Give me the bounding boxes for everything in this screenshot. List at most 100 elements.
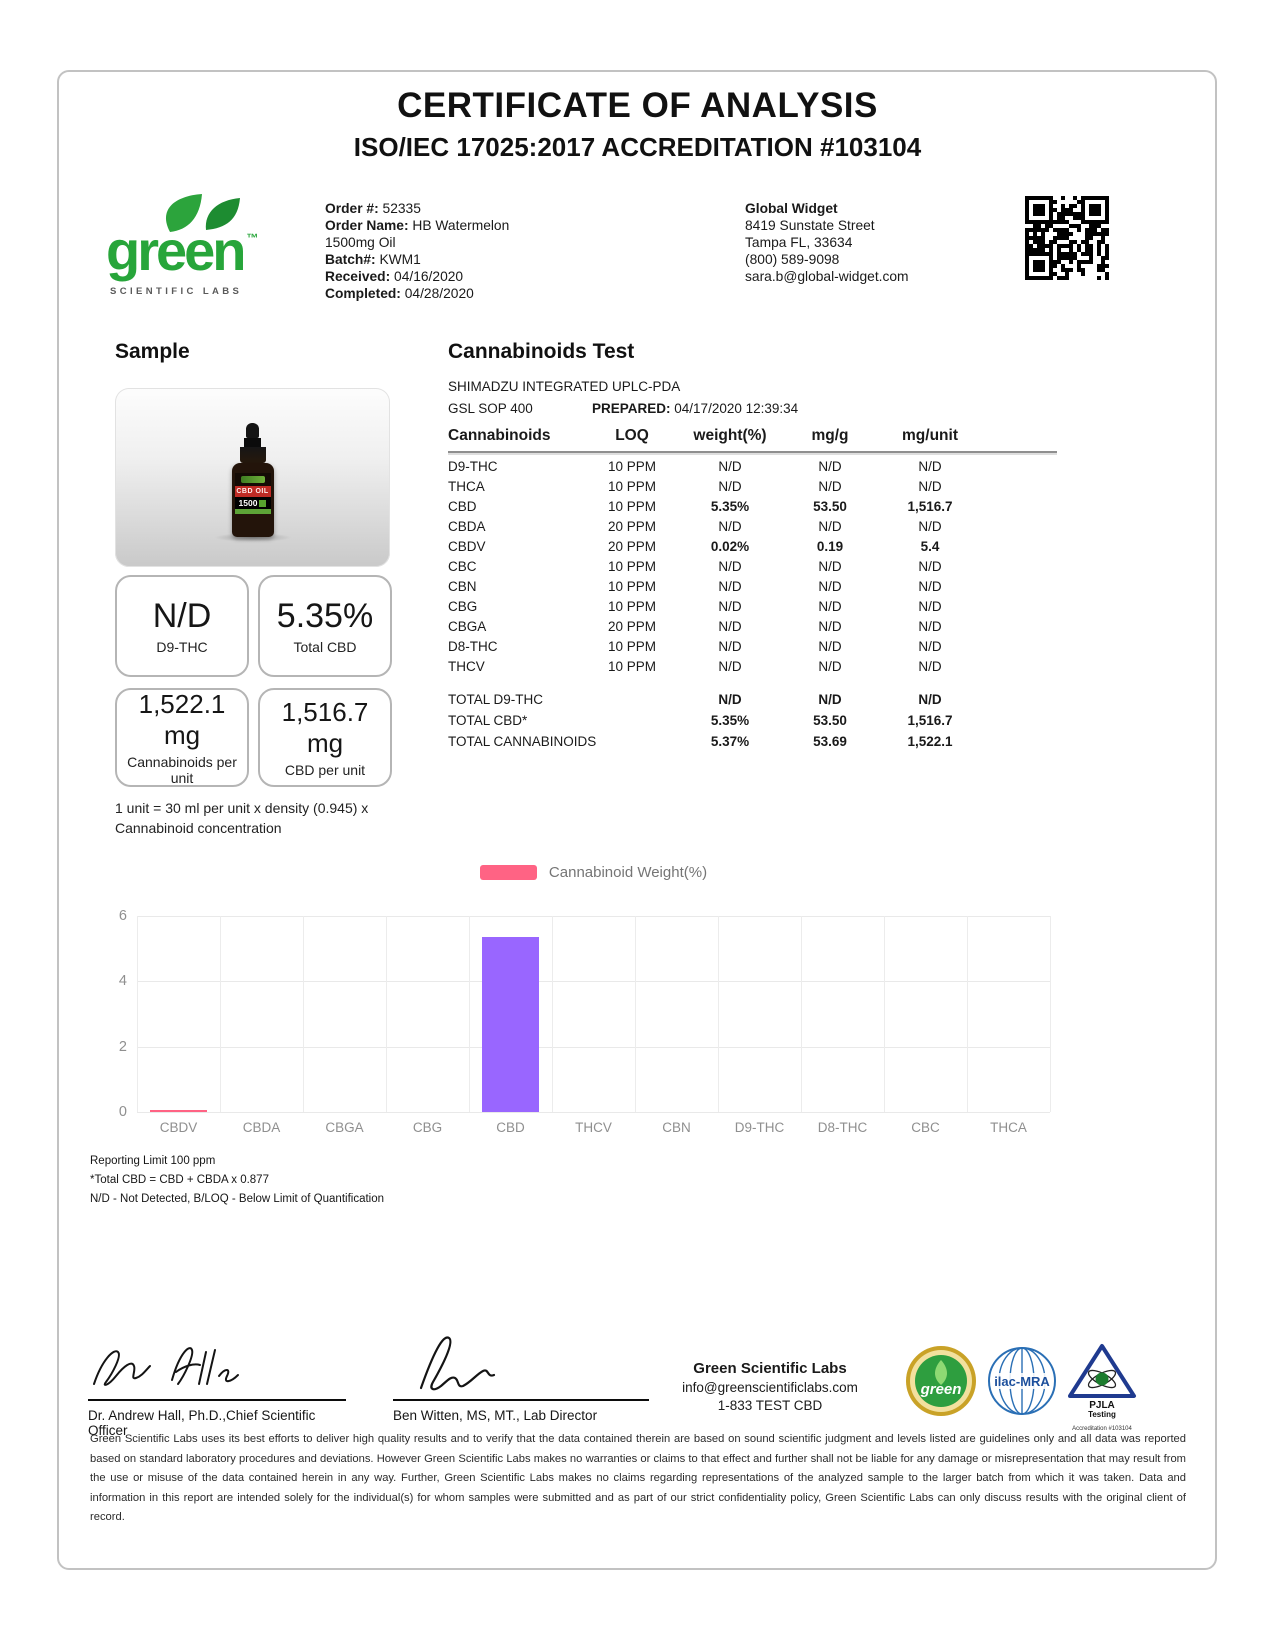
- qr-module: [1057, 220, 1061, 224]
- client-address-2: Tampa FL, 33634: [745, 235, 853, 250]
- gridline-horizontal: [137, 1046, 1050, 1048]
- qr-module: [1081, 252, 1085, 256]
- cell-mg-g: N/D: [818, 479, 842, 494]
- qr-module: [1089, 248, 1093, 252]
- y-axis-tick-label: 6: [118, 908, 127, 924]
- qr-module: [1029, 196, 1033, 200]
- qr-module: [1073, 252, 1077, 256]
- stat-value: 1,516.7 mg: [281, 697, 369, 758]
- qr-module: [1061, 232, 1065, 236]
- qr-module: [1081, 200, 1085, 204]
- qr-module: [1105, 208, 1109, 212]
- x-axis-label: D9-THC: [734, 1120, 785, 1135]
- cell-mg-unit: N/D: [918, 579, 942, 594]
- qr-module: [1049, 244, 1053, 248]
- qr-module: [1057, 256, 1061, 260]
- cell-mg-unit: 5.4: [920, 539, 940, 554]
- qr-module: [1041, 228, 1045, 232]
- bar-cbd: [482, 937, 539, 1112]
- cell-analyte: CBGA: [448, 619, 487, 634]
- cell-analyte: TOTAL CBD*: [448, 713, 528, 728]
- x-axis-label: THCA: [990, 1120, 1027, 1135]
- qr-module: [1081, 208, 1085, 212]
- cell-weight: 5.35%: [710, 499, 750, 514]
- order-number-line: Order #: 52335: [325, 200, 520, 217]
- signatory-name: Ben Witten, MS, MT., Lab Director: [393, 1408, 598, 1423]
- qr-module: [1073, 224, 1077, 228]
- qr-module: [1077, 260, 1081, 264]
- qr-module: [1025, 208, 1029, 212]
- pjla-accreditation-text: Accreditation #103104: [1072, 1426, 1132, 1432]
- qr-module: [1041, 264, 1045, 268]
- order-name-line: Order Name: HB Watermelon 1500mg Oil: [325, 217, 520, 251]
- stat-value: N/D: [152, 597, 212, 635]
- qr-module: [1069, 212, 1073, 216]
- cell-analyte: CBG: [448, 599, 478, 614]
- qr-module: [1029, 252, 1033, 256]
- qr-module: [1025, 252, 1029, 256]
- qr-module: [1065, 208, 1069, 212]
- cell-loq: 20 PPM: [607, 519, 657, 534]
- qr-module: [1049, 268, 1053, 272]
- gridline-horizontal: [137, 916, 1050, 917]
- batch-label: Batch#:: [325, 252, 376, 267]
- qr-module: [1037, 240, 1041, 244]
- order-number-label: Order #:: [325, 201, 379, 216]
- stat-label: Cannabinoids per unit: [127, 754, 237, 786]
- qr-module: [1061, 208, 1065, 212]
- qr-module: [1041, 268, 1045, 272]
- qr-module: [1053, 228, 1057, 232]
- qr-module: [1061, 236, 1065, 240]
- client-address-1: 8419 Sunstate Street: [745, 218, 875, 233]
- qr-module: [1045, 244, 1049, 248]
- cell-mg-unit: N/D: [918, 639, 942, 654]
- cell-loq: 10 PPM: [607, 479, 657, 494]
- qr-module: [1077, 228, 1081, 232]
- qr-module: [1097, 244, 1101, 248]
- y-axis-tick-label: 2: [118, 1038, 127, 1055]
- qr-module: [1033, 240, 1037, 244]
- x-axis-label: CBDA: [242, 1120, 281, 1135]
- qr-module: [1085, 236, 1089, 240]
- qr-module: [1045, 276, 1049, 280]
- cell-loq: 10 PPM: [607, 579, 657, 594]
- qr-module: [1101, 240, 1105, 244]
- qr-module: [1037, 220, 1041, 224]
- cell-mg-unit: N/D: [918, 619, 942, 634]
- qr-module: [1053, 220, 1057, 224]
- qr-module: [1061, 216, 1065, 220]
- cell-mg-g: 53.50: [813, 499, 847, 514]
- cell-analyte: CBN: [448, 579, 477, 594]
- logo-trademark: ™: [246, 231, 259, 245]
- x-axis-label: CBC: [911, 1120, 940, 1135]
- table-header: Cannabinoids LOQ weight(%) mg/g mg/unit: [448, 427, 1057, 453]
- gridline-vertical: [386, 916, 387, 1112]
- qr-module: [1033, 224, 1037, 228]
- ilac-mra-badge: ilac-MRA: [986, 1346, 1058, 1421]
- lab-name: Green Scientific Labs: [693, 1360, 847, 1377]
- cell-analyte: CBC: [448, 559, 477, 574]
- qr-module: [1025, 220, 1029, 224]
- page-subtitle: ISO/IEC 17025:2017 ACCREDITATION #103104: [353, 132, 922, 162]
- table-row: CBDA 20 PPM N/D N/D N/D: [448, 517, 1057, 537]
- qr-module: [1097, 268, 1101, 272]
- qr-module: [1101, 260, 1105, 264]
- stat-label: D9-THC: [156, 639, 208, 655]
- qr-module: [1037, 228, 1041, 232]
- qr-module: [1093, 228, 1097, 232]
- qr-module: [1025, 200, 1029, 204]
- qr-module: [1085, 196, 1089, 200]
- stat-card-d9-thc: N/D D9-THC: [115, 575, 249, 677]
- qr-module: [1037, 208, 1041, 212]
- qr-module: [1061, 276, 1065, 280]
- gridline-vertical: [303, 916, 304, 1112]
- completed-label: Completed:: [325, 286, 401, 301]
- cell-loq: [590, 689, 674, 710]
- cell-mg-unit: 1,516.7: [907, 499, 953, 514]
- qr-module: [1041, 240, 1045, 244]
- gridline-vertical: [884, 916, 885, 1112]
- x-axis-label: CBDV: [159, 1120, 198, 1135]
- qr-module: [1033, 252, 1037, 256]
- qr-module: [1097, 220, 1101, 224]
- qr-module: [1081, 272, 1085, 276]
